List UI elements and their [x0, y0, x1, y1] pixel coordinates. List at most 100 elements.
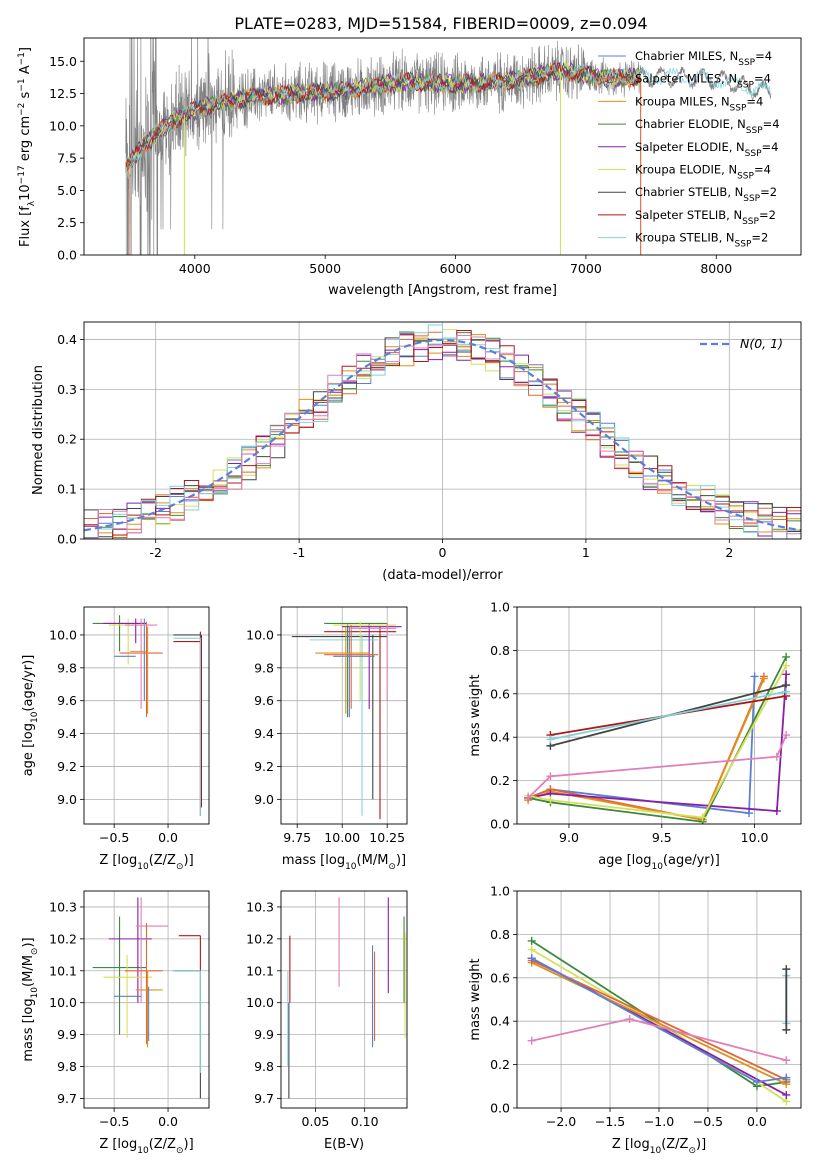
legend-label: Salpeter ELODIE, NSSP=4 — [635, 140, 778, 159]
mass-weight-marker — [750, 672, 759, 681]
label-part: =4 — [754, 163, 771, 177]
mass-weight-line — [550, 690, 787, 741]
label-part: (Z/Z — [149, 1137, 176, 1152]
model-spectrum — [125, 61, 641, 173]
y-tick-label: 0.0 — [57, 532, 77, 547]
y-tick-label: 0.0 — [57, 248, 77, 263]
error-bars — [291, 621, 402, 820]
x-axis-label: Z [log10(Z/Z⊙)] — [99, 853, 193, 872]
mass-weight-marker — [527, 945, 536, 954]
label-part: 10 — [18, 184, 33, 201]
label-part: )] — [21, 937, 36, 947]
model-spectrum — [125, 62, 641, 169]
mass-weight-line — [527, 676, 765, 821]
y-tick-label: 0.2 — [490, 1057, 510, 1072]
label-part: SSP — [745, 149, 762, 159]
x-tick-label: 0.0 — [158, 830, 178, 845]
mass-weight-marker — [546, 772, 555, 781]
x-tick-label: 0.0 — [158, 1114, 178, 1129]
label-part: =4 — [762, 140, 779, 154]
mass-weight-marker — [698, 813, 707, 822]
y-tick-label: 9.6 — [57, 693, 77, 708]
label-part: =4 — [754, 72, 771, 86]
legend-label: Chabrier STELIB, NSSP=2 — [635, 185, 777, 204]
y-tick-label: 1.0 — [490, 600, 510, 615]
label-part: Kroupa ELODIE, N — [635, 163, 737, 177]
label-part: 10 — [650, 1146, 662, 1156]
panel-age_vs_Z: −0.5 0.09.09.29.49.69.810.0Z [log10(Z/Z⊙)… — [21, 606, 210, 872]
y-axis-label: mass [log10(M/M⊙)] — [21, 937, 40, 1061]
y-tick-label: 0.6 — [490, 686, 510, 701]
label-part: SSP — [735, 240, 752, 250]
x-axis-label: mass [log10(M/M⊙)] — [282, 853, 406, 872]
label-part: A — [18, 65, 33, 78]
label-part: Salpeter STELIB, N — [635, 208, 742, 222]
y-tick-label: 10.1 — [49, 963, 77, 978]
x-tick-label: 0.05 — [302, 1114, 330, 1129]
label-part: SSP — [742, 217, 759, 227]
spectrum-lines — [125, 38, 772, 255]
y-tick-label: 0.3 — [57, 382, 77, 397]
label-part: Kroupa MILES, N — [635, 94, 730, 108]
label-part: SSP — [737, 81, 754, 91]
x-axis-label: E(B-V) — [324, 1137, 364, 1152]
mass-weight-marker — [782, 965, 791, 974]
y-tick-label: 5.0 — [57, 183, 77, 198]
y-tick-label: 9.8 — [57, 1059, 77, 1074]
label-part: mass [log — [21, 998, 36, 1061]
label-part: Flux [f — [18, 206, 33, 247]
legend-label: Kroupa MILES, NSSP=4 — [635, 94, 763, 113]
y-tick-label: 15.0 — [49, 54, 77, 69]
x-tick-label: −0.5 — [693, 1114, 723, 1129]
mass-weight-marker — [527, 1036, 536, 1045]
x-tick-label: 0 — [439, 545, 447, 560]
mass-weight-marker — [782, 1025, 791, 1034]
x-tick-label: −0.5 — [99, 830, 129, 845]
mass-weight-line — [527, 674, 788, 812]
x-tick-label: −2.0 — [546, 1114, 576, 1129]
mass-weight-marker — [625, 1015, 634, 1024]
x-tick-label: 0.10 — [351, 1114, 379, 1129]
residual-histogram — [84, 335, 801, 539]
x-tick-label: 6000 — [440, 261, 472, 276]
label-part: s — [18, 91, 33, 102]
legend-label: Kroupa STELIB, NSSP=2 — [635, 231, 768, 250]
label-part: (age/yr)] — [663, 853, 720, 868]
mass-weight-marker — [782, 1073, 791, 1082]
y-tick-label: 7.5 — [57, 151, 77, 166]
label-part: =2 — [751, 231, 768, 245]
x-tick-label: 10.00 — [324, 830, 360, 845]
model-spectrum — [125, 63, 771, 163]
mass-weight-marker — [524, 793, 533, 802]
label-part: ⊙ — [688, 1146, 696, 1156]
legend-label: Salpeter MILES, NSSP=4 — [635, 72, 771, 91]
x-tick-label: 10.25 — [369, 830, 405, 845]
label-part: ⊙ — [388, 862, 396, 872]
y-tick-label: 9.9 — [254, 1027, 274, 1042]
error-bars — [287, 897, 406, 1099]
label-part: mass [log — [282, 853, 345, 868]
mass-weight-marker — [782, 1090, 791, 1099]
label-part: ⊙ — [30, 948, 40, 956]
mass-weight-marker — [782, 670, 791, 679]
label-part: )] — [696, 1137, 706, 1152]
y-tick-label: 9.8 — [254, 660, 274, 675]
x-tick-label: 0.0 — [747, 1114, 767, 1129]
label-part: Kroupa STELIB, N — [635, 231, 735, 245]
panel-residuals: -2 -1 0 1 2 0.0 0.1 0.2 0.3 0.4 N(0, 1) (data-model… — [31, 321, 802, 583]
label-part: =2 — [759, 208, 776, 222]
x-tick-label: 8000 — [700, 261, 732, 276]
axes-frame — [280, 606, 408, 825]
label-part: (Z/Z — [149, 853, 176, 868]
label-part: SSP — [730, 103, 747, 113]
label-part: ⊙ — [176, 1146, 184, 1156]
mass-weight-marker — [745, 809, 754, 818]
y-tick-label: 1.0 — [490, 884, 510, 899]
label-part: SSP — [746, 126, 763, 136]
mass-weight-line — [527, 656, 788, 823]
panel-age_vs_mass: 9.75 10.00 10.25 9.0 9.2 9.4 9.6 9.8 10.0 mass [l… — [246, 606, 408, 872]
mass-weight-line — [527, 665, 787, 819]
figure-title: PLATE=0283, MJD=51584, FIBERID=0009, z=0… — [234, 14, 647, 33]
label-part: −2 — [17, 103, 27, 116]
label-part: =4 — [763, 117, 780, 131]
